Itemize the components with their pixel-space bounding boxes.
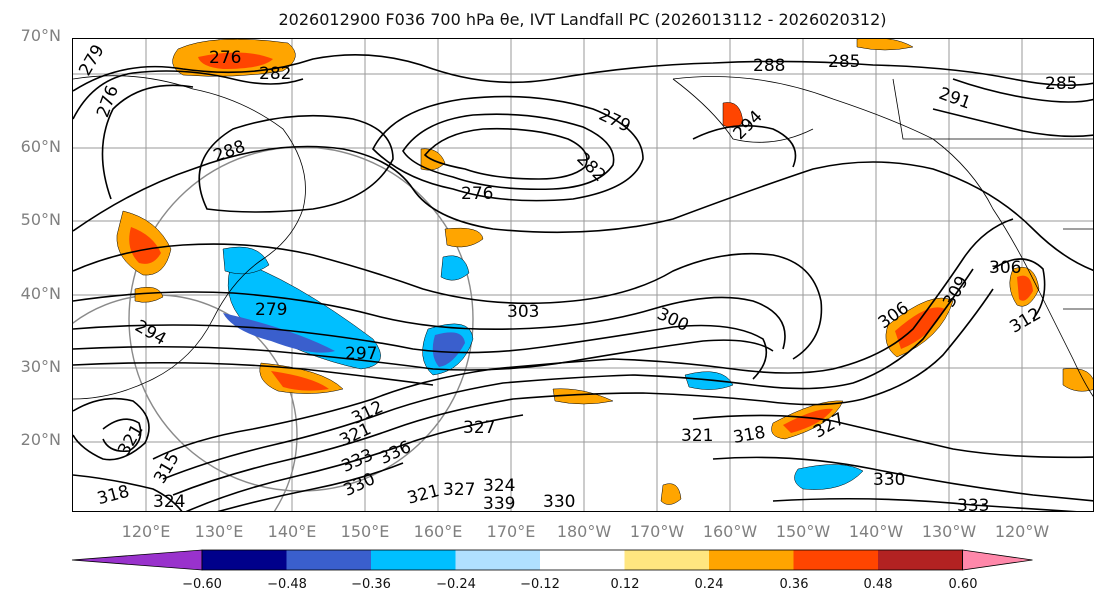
contour-label: 279 <box>255 300 287 320</box>
contour-label: 324 <box>483 476 515 496</box>
colorbar-tick: 0.36 <box>779 577 809 592</box>
map-title: 2026012900 F036 700 hPa θe, IVT Landfall… <box>278 10 887 29</box>
lon-label: 150°E <box>340 522 390 541</box>
lon-label: 170°E <box>486 522 536 541</box>
colorbar-tick: −0.36 <box>351 577 391 592</box>
contour-label: 285 <box>828 52 860 72</box>
colorbar-tick: −0.48 <box>267 577 307 592</box>
contour-label: 315 <box>150 449 184 487</box>
colorbar <box>71 549 1033 571</box>
lon-label: 150°W <box>775 522 831 541</box>
colorbar-tick: 0.24 <box>694 577 724 592</box>
contour-label: 306 <box>989 258 1021 278</box>
graticule <box>73 39 1093 511</box>
colorbar-segment <box>878 550 963 570</box>
contour-label: 318 <box>95 482 132 510</box>
colorbar-extend-low <box>71 549 203 571</box>
contour-labels: 279 282 276 288 285 291 285 279 294 282 … <box>75 41 1077 512</box>
contour-label: 318 <box>732 423 767 448</box>
colorbar-tick: 0.48 <box>863 577 893 592</box>
contour-label: 321 <box>681 426 713 446</box>
contour-label: 300 <box>654 304 692 336</box>
lat-label: 30°N <box>20 357 61 376</box>
lat-label: 20°N <box>20 430 61 449</box>
contour-label: 282 <box>572 149 609 186</box>
lon-label: 130°W <box>921 522 977 541</box>
lat-label: 60°N <box>20 137 61 156</box>
contour-label: 288 <box>753 56 785 76</box>
contour-label: 330 <box>873 470 905 490</box>
colorbar-tick: 0.12 <box>610 577 640 592</box>
colorbar-segment <box>202 550 287 570</box>
contour-label: 321 <box>337 419 375 451</box>
colorbar-tick: −0.24 <box>436 577 476 592</box>
theta-e-contours <box>73 53 1093 511</box>
colorbar-segment <box>709 550 794 570</box>
lon-label: 140°W <box>848 522 904 541</box>
contour-label: 327 <box>463 418 495 438</box>
lat-label: 50°N <box>20 210 61 229</box>
colorbar-segment <box>624 550 709 570</box>
contour-label: 294 <box>131 316 169 350</box>
contour-label: 303 <box>507 302 539 322</box>
contour-label: 339 <box>483 494 515 512</box>
contour-label: 327 <box>443 480 475 500</box>
lon-label: 120°W <box>994 522 1050 541</box>
lon-label: 170°W <box>629 522 685 541</box>
lon-label: 120°E <box>121 522 171 541</box>
lon-label: 160°E <box>413 522 463 541</box>
ivt-shading <box>116 39 1093 505</box>
colorbar-segment <box>540 550 625 570</box>
contour-label: 297 <box>345 344 377 364</box>
colorbar-border <box>201 549 963 571</box>
map-panel: 279 282 276 288 285 291 285 279 294 282 … <box>72 38 1094 512</box>
contour-label: 276 <box>209 48 241 68</box>
map-canvas: 279 282 276 288 285 291 285 279 294 282 … <box>73 39 1093 512</box>
contour-label: 321 <box>114 421 148 459</box>
colorbar-segment <box>371 550 456 570</box>
colorbar-segment <box>286 550 371 570</box>
contour-label: 291 <box>936 84 973 114</box>
colorbar-tick: −0.12 <box>520 577 560 592</box>
colorbar-segment <box>793 550 878 570</box>
colorbar-tick: 0.60 <box>948 577 978 592</box>
lat-label: 40°N <box>20 284 61 303</box>
lon-label: 140°E <box>267 522 317 541</box>
contour-label: 282 <box>259 64 291 84</box>
lon-label: 180°W <box>556 522 612 541</box>
contour-label: 279 <box>596 105 634 137</box>
contour-label: 321 <box>405 481 442 509</box>
lon-label: 130°E <box>194 522 244 541</box>
contour-label: 324 <box>153 492 185 512</box>
colorbar-segment <box>455 550 540 570</box>
contour-label: 330 <box>543 492 575 512</box>
lon-label: 160°W <box>702 522 758 541</box>
contour-label: 333 <box>957 496 989 512</box>
colorbar-extend-high <box>962 549 1033 571</box>
contour-label: 285 <box>1045 74 1077 94</box>
contour-label: 276 <box>461 184 493 204</box>
colorbar-segments <box>71 549 1033 571</box>
lat-label: 70°N <box>20 26 61 45</box>
colorbar-tick: −0.60 <box>182 577 222 592</box>
